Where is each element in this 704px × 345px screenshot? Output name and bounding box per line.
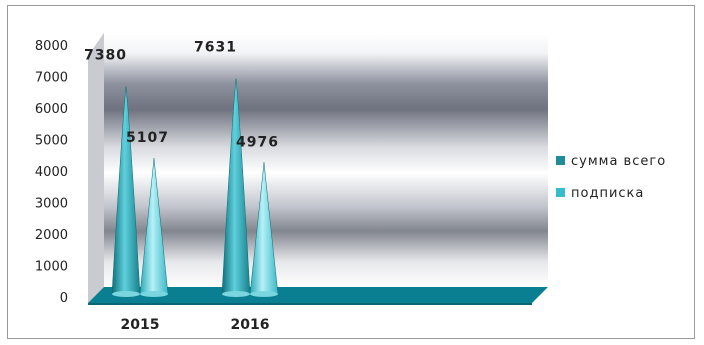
cone-base bbox=[112, 291, 140, 297]
cone-base bbox=[250, 291, 278, 297]
y-tick-label: 1000 bbox=[35, 260, 68, 275]
data-label: 4976 bbox=[236, 134, 279, 150]
data-label: 7631 bbox=[194, 40, 237, 56]
y-tick-label: 7000 bbox=[35, 71, 68, 86]
legend-label: подписка bbox=[571, 186, 644, 201]
y-tick-label: 3000 bbox=[35, 197, 68, 212]
y-tick-label: 8000 bbox=[35, 39, 68, 54]
y-tick-label: 5000 bbox=[35, 134, 68, 149]
floor bbox=[88, 287, 548, 303]
legend-swatch bbox=[556, 156, 565, 165]
left-wall bbox=[88, 33, 104, 303]
category-label: 2016 bbox=[231, 317, 270, 333]
y-tick-label: 6000 bbox=[35, 102, 68, 117]
cone-podpiska-2015 bbox=[139, 158, 169, 295]
category-label: 2015 bbox=[121, 317, 160, 333]
cone-base bbox=[222, 291, 250, 297]
y-tick-label: 0 bbox=[60, 291, 68, 306]
floor-edge bbox=[88, 303, 532, 305]
cone-summa-vsego-2016 bbox=[221, 78, 251, 295]
back-wall bbox=[104, 33, 548, 287]
cone-podpiska-2016 bbox=[249, 162, 279, 295]
y-tick-label: 2000 bbox=[35, 228, 68, 243]
cone-base bbox=[140, 291, 168, 297]
legend-swatch bbox=[556, 188, 565, 197]
data-label: 7380 bbox=[84, 48, 127, 64]
data-label: 5107 bbox=[126, 130, 169, 146]
y-tick-label: 4000 bbox=[35, 165, 68, 180]
cone-summa-vsego-2015 bbox=[111, 86, 141, 295]
legend-label: сумма всего bbox=[571, 154, 666, 169]
